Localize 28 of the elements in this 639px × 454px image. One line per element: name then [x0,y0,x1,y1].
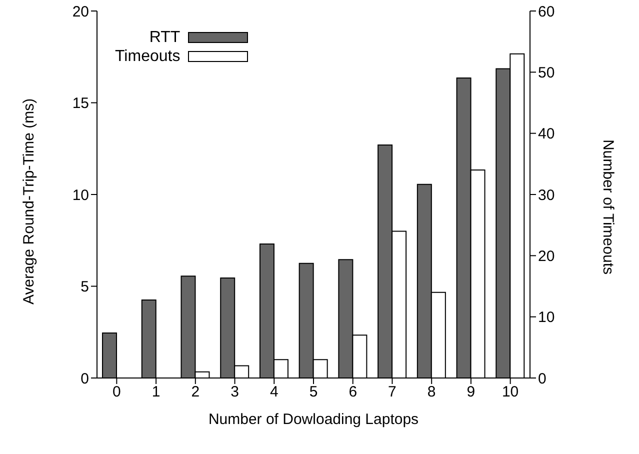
x-tick-label: 0 [112,384,121,401]
y2-tick-label: 60 [538,3,555,20]
y2-tick-label: 10 [538,309,555,326]
x-tick-label: 3 [230,384,239,401]
x-tick-label: 2 [191,384,200,401]
legend-label: Timeouts [115,48,180,66]
y2-tick-label: 0 [538,370,546,388]
x-tick-label: 4 [270,384,278,401]
x-tick-label: 6 [348,384,358,401]
y-tick-label: 15 [72,95,89,112]
y-axis-title: Average Round-Trip-Time (ms) [20,98,38,304]
x-tick-label: 5 [309,384,318,401]
y-tick-label: 5 [80,278,89,296]
y-tick-label: 20 [72,3,89,20]
x-tick-label: 7 [388,384,396,401]
x-axis-title: Number of Dowloading Laptops [208,411,419,428]
y2-tick-label: 40 [538,126,555,143]
x-tick-label: 9 [466,384,476,401]
legend-label: RTT [149,28,180,46]
y2-tick-label: 50 [538,64,555,82]
y2-axis-title: Number of Timeouts [600,139,617,274]
y-tick-label: 10 [72,186,89,204]
x-tick-label: 8 [427,384,436,401]
y2-tick-label: 30 [538,186,555,204]
x-tick-label: 1 [152,384,160,401]
y2-tick-label: 20 [538,248,555,265]
x-tick-label: 10 [502,384,519,401]
y-tick-label: 0 [80,370,89,388]
